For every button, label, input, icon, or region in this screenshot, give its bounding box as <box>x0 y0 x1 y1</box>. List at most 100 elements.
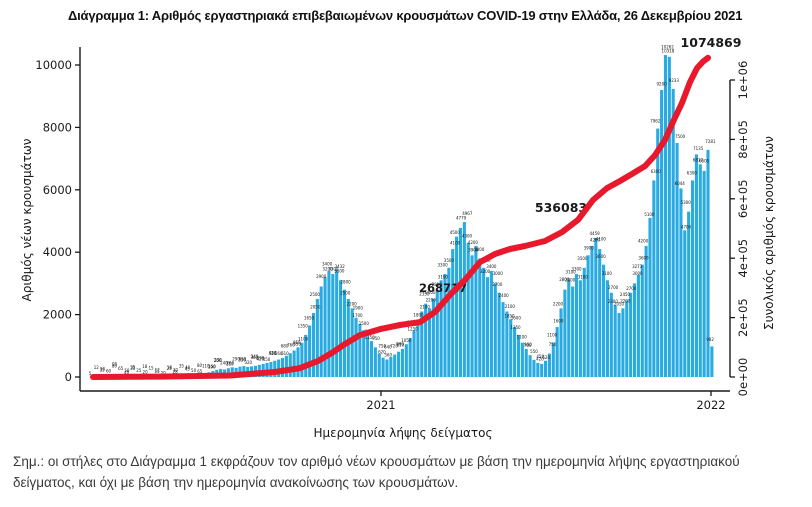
bar-value-label: 50 <box>124 368 130 373</box>
bar-value-label: 35 <box>179 364 185 369</box>
bar-value-label: 3500 <box>577 256 588 261</box>
bar-value-label: 450 <box>263 357 271 362</box>
bar-value-label: 340 <box>251 354 259 359</box>
bar-value-label: 560 <box>275 351 283 356</box>
bar-value-label: 700 <box>524 343 532 348</box>
bar <box>482 267 486 377</box>
bar-value-label: 620 <box>378 349 386 354</box>
bar-value-label: 2800 <box>432 282 443 287</box>
bar <box>319 286 323 377</box>
bar <box>466 242 470 377</box>
bar <box>540 363 544 377</box>
bar <box>683 230 687 377</box>
bar <box>621 308 625 377</box>
bar-value-label: 982 <box>706 337 714 342</box>
bar <box>513 327 517 377</box>
bar <box>687 211 691 377</box>
bar-value-label: 610 <box>281 351 289 356</box>
bar-value-label: 2350 <box>419 291 430 296</box>
bar-value-label: 4200 <box>590 238 601 243</box>
bar-value-label: 10262 <box>661 44 674 49</box>
bar <box>567 280 571 377</box>
bar-value-label: 3400 <box>486 264 497 269</box>
bar <box>524 348 528 377</box>
bar-value-label: 50 <box>191 368 197 373</box>
x-axis-title: Ημερομηνία λήψης δείγματος <box>313 426 492 440</box>
bar-value-label: 4779 <box>456 216 467 221</box>
total-cases-label: 1074869 <box>681 35 742 50</box>
bar <box>598 249 602 377</box>
bar <box>536 362 540 377</box>
bar <box>516 334 521 377</box>
bar-value-label: 1600 <box>511 316 522 321</box>
bar <box>273 360 277 377</box>
bar-value-label: 350 <box>238 358 246 363</box>
bar <box>389 357 393 377</box>
bar-value-label: 1050 <box>401 338 412 343</box>
bar-value-label: 1250 <box>408 326 419 331</box>
bar <box>675 143 679 377</box>
bar <box>652 180 656 377</box>
right-tick-label: 2e+05 <box>736 298 750 337</box>
bar-value-label: 7135 <box>693 146 704 151</box>
bar-value-label: 3000 <box>493 271 504 276</box>
bar-value-label: 4100 <box>596 237 607 242</box>
bar <box>346 299 350 377</box>
bar <box>308 325 312 377</box>
bar <box>420 311 424 377</box>
bar-value-label: 230 <box>214 357 222 362</box>
bar-value-label: 3000 <box>632 271 643 276</box>
right-axis-title: Συνολικός αριθμός κρουσμάτων <box>762 136 776 330</box>
bar <box>636 274 640 377</box>
bar <box>629 292 633 377</box>
bar <box>369 341 374 377</box>
bar-value-label: 2100 <box>420 305 431 310</box>
bar-value-label: 2700 <box>626 286 637 291</box>
bar <box>671 88 675 378</box>
bar-value-label: 18 <box>142 364 148 369</box>
bar <box>694 154 698 377</box>
bar <box>358 323 362 377</box>
bar-value-label: 520 <box>542 355 550 360</box>
bar <box>366 336 370 377</box>
right-tick-label: 4e+05 <box>736 239 750 278</box>
annotation-536083: 536083 <box>535 200 587 215</box>
bar <box>230 367 234 377</box>
bar-value-label: 750 <box>378 344 386 349</box>
bar-value-label: 330 <box>239 357 247 362</box>
bar <box>427 308 432 377</box>
bar <box>563 289 567 377</box>
bar-value-label: 1500 <box>359 321 370 326</box>
bar <box>323 277 327 377</box>
bar <box>435 289 439 377</box>
bar <box>304 334 308 377</box>
bar-value-label: 310 <box>226 361 234 366</box>
bar <box>617 313 621 377</box>
bar-value-label: 6300 <box>687 170 698 175</box>
left-axis-title: Αριθμός νέων κρουσμάτων <box>20 138 34 301</box>
bar-value-label: 6817 <box>693 158 704 163</box>
bar <box>690 180 695 377</box>
bar-value-label: 2900 <box>565 277 576 282</box>
bar-value-label: 900 <box>524 342 532 347</box>
bar-value-label: 1350 <box>298 323 309 328</box>
bar <box>706 149 710 377</box>
bar-value-label: 65 <box>197 369 203 374</box>
right-tick-label: 1e+06 <box>736 61 750 100</box>
bar-value-label: 80 <box>197 363 203 368</box>
bar-value-label: 7500 <box>675 134 686 139</box>
bar <box>327 270 331 377</box>
bar-value-label: 3100 <box>334 269 345 274</box>
bar-value-label: 45 <box>185 366 191 371</box>
bar <box>648 217 652 377</box>
bar-value-label: 20 <box>161 370 167 375</box>
bar <box>300 342 304 377</box>
bar-value-label: 240 <box>220 360 228 365</box>
bar-value-label: 2900 <box>316 274 327 279</box>
bar-value-label: 35 <box>130 364 136 369</box>
bar-value-label: 4459 <box>590 231 601 236</box>
bar <box>590 245 594 377</box>
bar-value-label: 12 <box>94 365 100 370</box>
bar-value-label: 5300 <box>681 200 692 205</box>
